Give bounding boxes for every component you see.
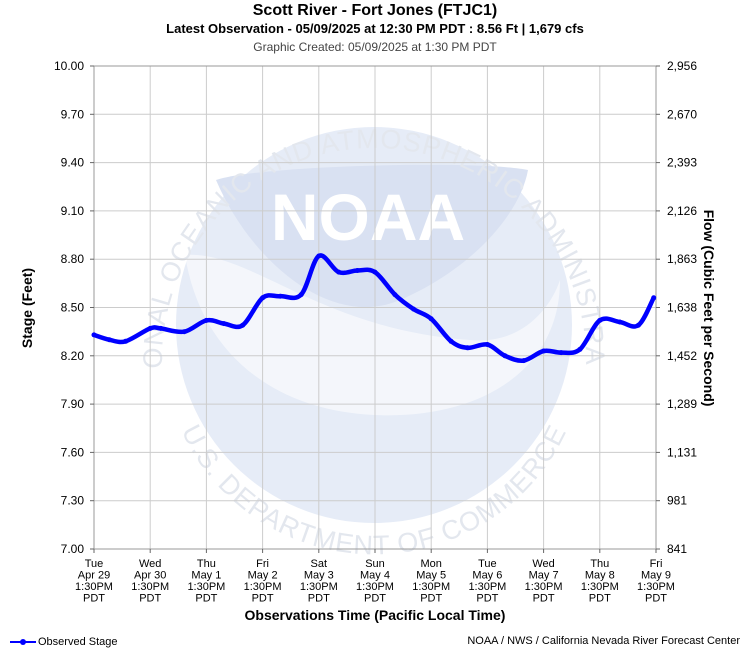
data-point xyxy=(577,346,583,352)
data-point xyxy=(277,293,283,299)
x-tick-label: Sat May 3 1:30PM PDT xyxy=(300,558,338,605)
data-point xyxy=(203,317,209,323)
y2-tick-label: 981 xyxy=(667,494,687,508)
y2-tick-label: 2,670 xyxy=(667,107,697,121)
y-tick-label: 10.00 xyxy=(54,59,84,73)
graphic-created-label: Graphic Created: 05/09/2025 at 1:30 PM P… xyxy=(253,40,497,54)
data-point xyxy=(260,295,266,301)
data-point xyxy=(411,306,417,312)
y2-axis-label: Flow (Cubic Feet per Second) xyxy=(701,210,717,407)
data-point xyxy=(558,350,564,356)
y-tick-label: 8.20 xyxy=(61,349,85,363)
y-tick-label: 7.60 xyxy=(61,445,85,459)
x-tick-label: Wed May 7 1:30PM PDT xyxy=(525,558,563,605)
latest-observation: Latest Observation - 05/09/2025 at 12:30… xyxy=(166,21,584,36)
x-tick-label: Tue Apr 29 1:30PM PDT xyxy=(75,558,113,605)
y-tick-label: 8.50 xyxy=(61,301,85,315)
source-credit: NOAA / NWS / California Nevada River For… xyxy=(467,635,740,647)
y2-tick-label: 1,131 xyxy=(667,445,697,459)
data-point xyxy=(123,338,129,344)
data-point xyxy=(354,268,360,273)
noaa-logo-text: NOAA xyxy=(271,180,465,254)
data-point xyxy=(158,325,164,331)
x-tick-label: Sun May 4 1:30PM PDT xyxy=(356,558,394,605)
y-tick-label: 8.80 xyxy=(61,252,85,266)
x-axis-label: Observations Time (Pacific Local Time) xyxy=(245,607,506,623)
data-point xyxy=(106,337,112,343)
data-point xyxy=(316,253,322,259)
data-point xyxy=(147,325,153,331)
data-point xyxy=(372,269,378,275)
data-point xyxy=(502,353,508,359)
left-axis-ticks: 7.00 7.30 7.60 7.90 8.20 8.50 8.80 9.10 9.40 9.70… xyxy=(54,59,94,556)
y-axis-label: Stage (Feet) xyxy=(19,268,35,348)
data-point xyxy=(521,358,527,364)
data-point xyxy=(484,342,490,347)
y2-tick-label: 1,638 xyxy=(667,301,697,315)
x-tick-label: Wed Apr 30 1:30PM PDT xyxy=(131,558,169,605)
chart-title: Scott River - Fort Jones (FTJC1) xyxy=(252,2,498,19)
y-tick-label: 7.00 xyxy=(61,542,85,556)
data-point xyxy=(541,348,547,354)
noaa-bird-shape xyxy=(216,164,528,308)
y-tick-label: 7.30 xyxy=(61,494,85,508)
y2-tick-label: 841 xyxy=(667,542,687,556)
data-point xyxy=(465,345,470,351)
data-point xyxy=(336,269,342,275)
data-point xyxy=(651,295,657,301)
data-point xyxy=(597,317,603,323)
data-point xyxy=(240,322,246,328)
noaa-watermark: NOAA NATIONAL OCEANIC AND ATMOSPHERIC AD… xyxy=(0,0,609,561)
data-point xyxy=(221,321,227,327)
y-tick-label: 9.70 xyxy=(61,107,85,121)
x-tick-label: Thu May 1 1:30PM PDT xyxy=(187,558,225,605)
data-point xyxy=(298,292,304,298)
x-tick-label: Mon May 5 1:30PM PDT xyxy=(412,558,450,605)
y2-tick-label: 1,452 xyxy=(667,349,697,363)
x-tick-label: Tue May 6 1:30PM PDT xyxy=(468,558,506,605)
y-tick-label: 7.90 xyxy=(61,397,85,411)
data-point xyxy=(635,322,641,328)
data-point xyxy=(181,329,187,335)
y2-tick-label: 1,863 xyxy=(667,252,697,266)
y2-tick-label: 1,289 xyxy=(667,397,697,411)
data-point xyxy=(392,292,398,298)
right-axis-ticks: 841 981 1,131 1,289 1,452 1,638 1,863 2,126 2,39… xyxy=(656,59,697,556)
x-tick-label: Fri May 2 1:30PM PDT xyxy=(244,558,282,605)
legend-label: Observed Stage xyxy=(38,636,118,648)
y2-tick-label: 2,393 xyxy=(667,156,697,170)
series-layer xyxy=(91,253,657,364)
data-point xyxy=(91,332,97,338)
x-axis-ticks: Tue Apr 29 1:30PM PDT Wed Apr 30 1:30PM PDT Thu M… xyxy=(75,549,675,605)
x-tick-label: Thu May 8 1:30PM PDT xyxy=(581,558,619,605)
legend-swatch xyxy=(10,639,36,645)
x-tick-label: Fri May 9 1:30PM PDT xyxy=(637,558,675,605)
legend: Observed Stage xyxy=(10,636,118,648)
y2-tick-label: 2,956 xyxy=(667,59,697,73)
data-point xyxy=(428,316,434,322)
y2-tick-label: 2,126 xyxy=(667,204,697,218)
y-tick-label: 9.40 xyxy=(61,156,85,170)
grid-lines xyxy=(93,65,657,550)
data-point xyxy=(617,319,623,325)
data-point xyxy=(448,338,454,344)
y-tick-label: 9.10 xyxy=(61,204,85,218)
